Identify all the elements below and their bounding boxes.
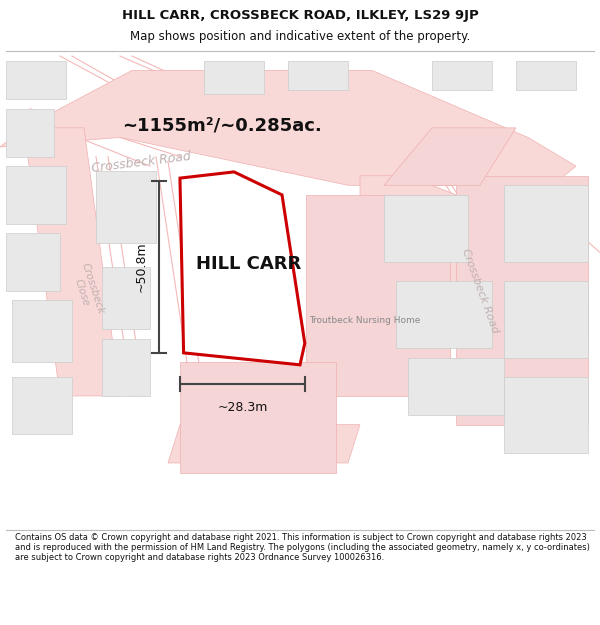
Polygon shape	[516, 61, 576, 89]
Polygon shape	[6, 166, 66, 224]
Polygon shape	[456, 176, 588, 424]
Polygon shape	[102, 339, 150, 396]
Polygon shape	[432, 61, 492, 89]
Polygon shape	[180, 172, 305, 365]
Polygon shape	[408, 357, 504, 415]
Polygon shape	[384, 128, 516, 185]
Text: Crossbeck Road: Crossbeck Road	[91, 150, 191, 175]
Polygon shape	[6, 61, 66, 99]
Polygon shape	[288, 61, 348, 89]
Text: HILL CARR: HILL CARR	[196, 255, 302, 273]
Polygon shape	[504, 185, 588, 262]
Polygon shape	[306, 195, 450, 396]
Polygon shape	[0, 71, 576, 185]
Text: HILL CARR, CROSSBECK ROAD, ILKLEY, LS29 9JP: HILL CARR, CROSSBECK ROAD, ILKLEY, LS29 …	[122, 9, 478, 22]
Text: Crossbeck Road: Crossbeck Road	[460, 247, 500, 334]
Polygon shape	[12, 300, 72, 362]
Polygon shape	[24, 128, 120, 396]
Text: Crossbeck
Close: Crossbeck Close	[68, 262, 106, 319]
Polygon shape	[192, 249, 240, 301]
Polygon shape	[168, 424, 360, 463]
Polygon shape	[96, 171, 156, 242]
Text: Troutbeck Nursing Home: Troutbeck Nursing Home	[309, 316, 421, 325]
Polygon shape	[396, 281, 492, 348]
Polygon shape	[504, 377, 588, 453]
Text: ~1155m²/~0.285ac.: ~1155m²/~0.285ac.	[122, 116, 322, 134]
Text: ~28.3m: ~28.3m	[217, 401, 268, 414]
Polygon shape	[6, 109, 54, 157]
Text: Map shows position and indicative extent of the property.: Map shows position and indicative extent…	[130, 31, 470, 43]
Polygon shape	[204, 61, 264, 94]
Polygon shape	[504, 281, 588, 357]
Text: Contains OS data © Crown copyright and database right 2021. This information is : Contains OS data © Crown copyright and d…	[15, 532, 590, 562]
Polygon shape	[384, 195, 468, 262]
Text: ~50.8m: ~50.8m	[134, 241, 148, 292]
Polygon shape	[180, 362, 336, 472]
Polygon shape	[360, 176, 588, 358]
Polygon shape	[6, 233, 60, 291]
Polygon shape	[102, 267, 150, 329]
Polygon shape	[12, 377, 72, 434]
